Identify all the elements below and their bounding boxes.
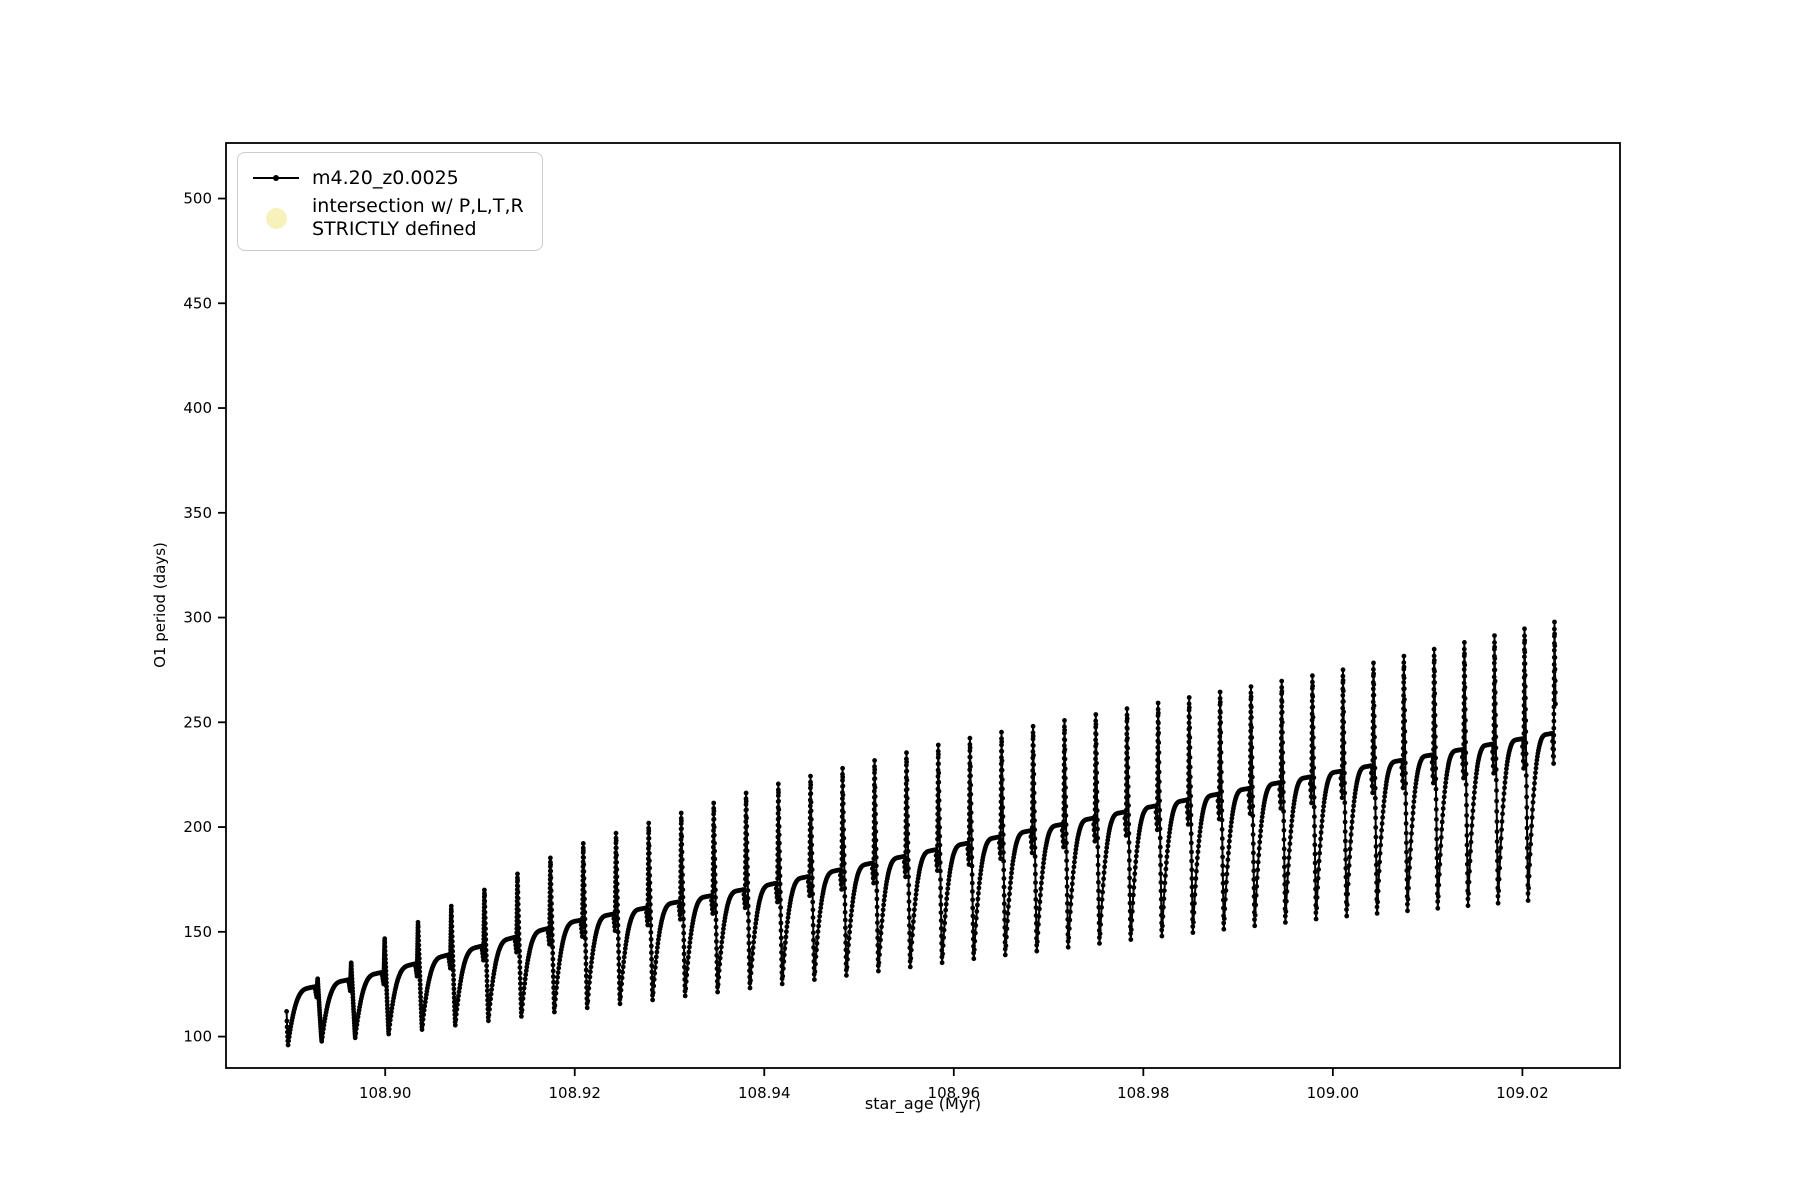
- line-marker-icon: [273, 175, 279, 181]
- series-markers: [284, 619, 1558, 1048]
- y-tick-label: 250: [183, 713, 212, 731]
- legend-label-line2: STRICTLY defined: [312, 218, 477, 240]
- legend-scatter-sample: [248, 207, 304, 229]
- y-tick-label: 300: [183, 609, 212, 627]
- x-axis-label: star_age (Myr): [864, 1094, 982, 1113]
- series-line: [285, 621, 1557, 1046]
- legend-entry-intersection: intersection w/ P,L,T,R STRICTLY defined: [248, 195, 532, 241]
- y-tick-label: 450: [183, 294, 212, 312]
- legend-label-line1: intersection w/ P,L,T,R: [312, 195, 524, 217]
- y-tick-label: 350: [183, 504, 212, 522]
- x-tick-label: 108.94: [738, 1084, 791, 1102]
- y-tick-label: 200: [183, 818, 212, 836]
- legend-label: intersection w/ P,L,T,R STRICTLY defined: [304, 195, 524, 241]
- scatter-marker-icon: [265, 207, 287, 229]
- legend-entry-series: m4.20_z0.0025: [248, 161, 532, 195]
- x-tick-label: 108.96: [928, 1084, 981, 1102]
- plot-border: [225, 142, 1621, 1069]
- y-axis-label: O1 period (days): [151, 542, 169, 668]
- x-tick-label: 109.00: [1307, 1084, 1360, 1102]
- x-tick-label: 108.92: [548, 1084, 601, 1102]
- legend-label: m4.20_z0.0025: [312, 166, 459, 189]
- legend: m4.20_z0.0025 intersection w/ P,L,T,R ST…: [237, 152, 543, 251]
- y-tick-label: 500: [183, 190, 212, 208]
- legend-line-sample: [248, 175, 304, 181]
- x-tick-label: 108.90: [359, 1084, 412, 1102]
- y-tick-label: 400: [183, 399, 212, 417]
- y-tick-label: 100: [183, 1028, 212, 1046]
- x-tick-label: 109.02: [1496, 1084, 1549, 1102]
- y-tick-label: 150: [183, 923, 212, 941]
- x-tick-label: 108.98: [1117, 1084, 1170, 1102]
